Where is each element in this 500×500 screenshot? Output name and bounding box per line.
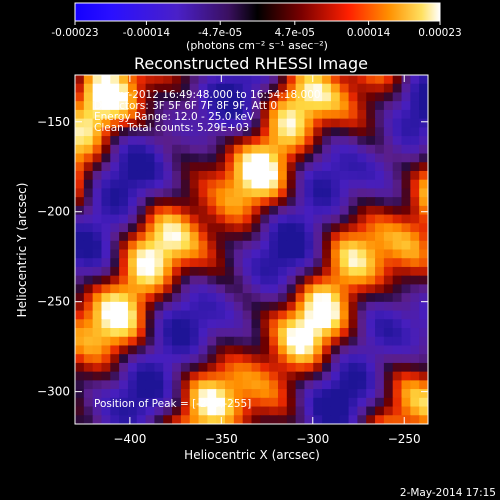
colorbar-tick-label: -4.7e-05 — [198, 27, 242, 39]
y-tick-label: −300 — [37, 385, 70, 399]
y-tick-label: −250 — [37, 295, 70, 309]
peak-position-label: Position of Peak = [-255,-255] — [94, 398, 251, 410]
y-axis-ticks: −300 −250 −200 −150 — [37, 115, 428, 399]
colorbar-ticks: -0.00023 -0.00014 -4.7e-05 4.7e-05 0.00014 0.… — [51, 21, 462, 39]
colorbar-tick-label: 4.7e-05 — [275, 27, 315, 39]
annotation-time-range: 22-Apr-2012 16:49:48.000 to 16:54:18.000 — [94, 89, 321, 101]
annotation-energy-range: Energy Range: 12.0 - 25.0 keV — [94, 111, 255, 123]
x-tick-label: −400 — [113, 432, 146, 446]
x-tick-label: −350 — [205, 432, 238, 446]
plot-frame — [74, 74, 429, 425]
y-tick-label: −200 — [37, 205, 70, 219]
colorbar-tick-label: 0.00014 — [347, 27, 391, 39]
colorbar-tick-label: 0.00023 — [418, 27, 461, 39]
annotation-block: 22-Apr-2012 16:49:48.000 to 16:54:18.000… — [94, 89, 321, 134]
chart-title: Reconstructed RHESSI Image — [134, 54, 368, 73]
colorbar-tick-label: -0.00014 — [123, 27, 171, 39]
x-tick-label: −300 — [296, 432, 329, 446]
x-axis-ticks: −400 −350 −300 −250 — [113, 75, 421, 446]
y-axis-label: Heliocentric Y (arcsec) — [15, 183, 29, 318]
x-tick-label: −250 — [388, 432, 421, 446]
footer-timestamp: 2-May-2014 17:15 — [400, 487, 496, 499]
annotation-clean-counts: Clean Total counts: 5.29E+03 — [94, 122, 249, 134]
colorbar-units: (photons cm⁻² s⁻¹ asec⁻²) — [186, 39, 328, 52]
heatmap-image — [75, 75, 428, 424]
y-tick-label: −150 — [37, 115, 70, 129]
colorbar-tick-label: -0.00023 — [51, 27, 98, 39]
colorbar: -0.00023 -0.00014 -4.7e-05 4.7e-05 0.00014 0.… — [51, 2, 462, 52]
x-axis-label: Heliocentric X (arcsec) — [184, 448, 320, 462]
annotation-detectors: Detectors: 3F 5F 6F 7F 8F 9F, Att 0 — [94, 100, 277, 112]
colorbar-gradient — [74, 2, 441, 22]
